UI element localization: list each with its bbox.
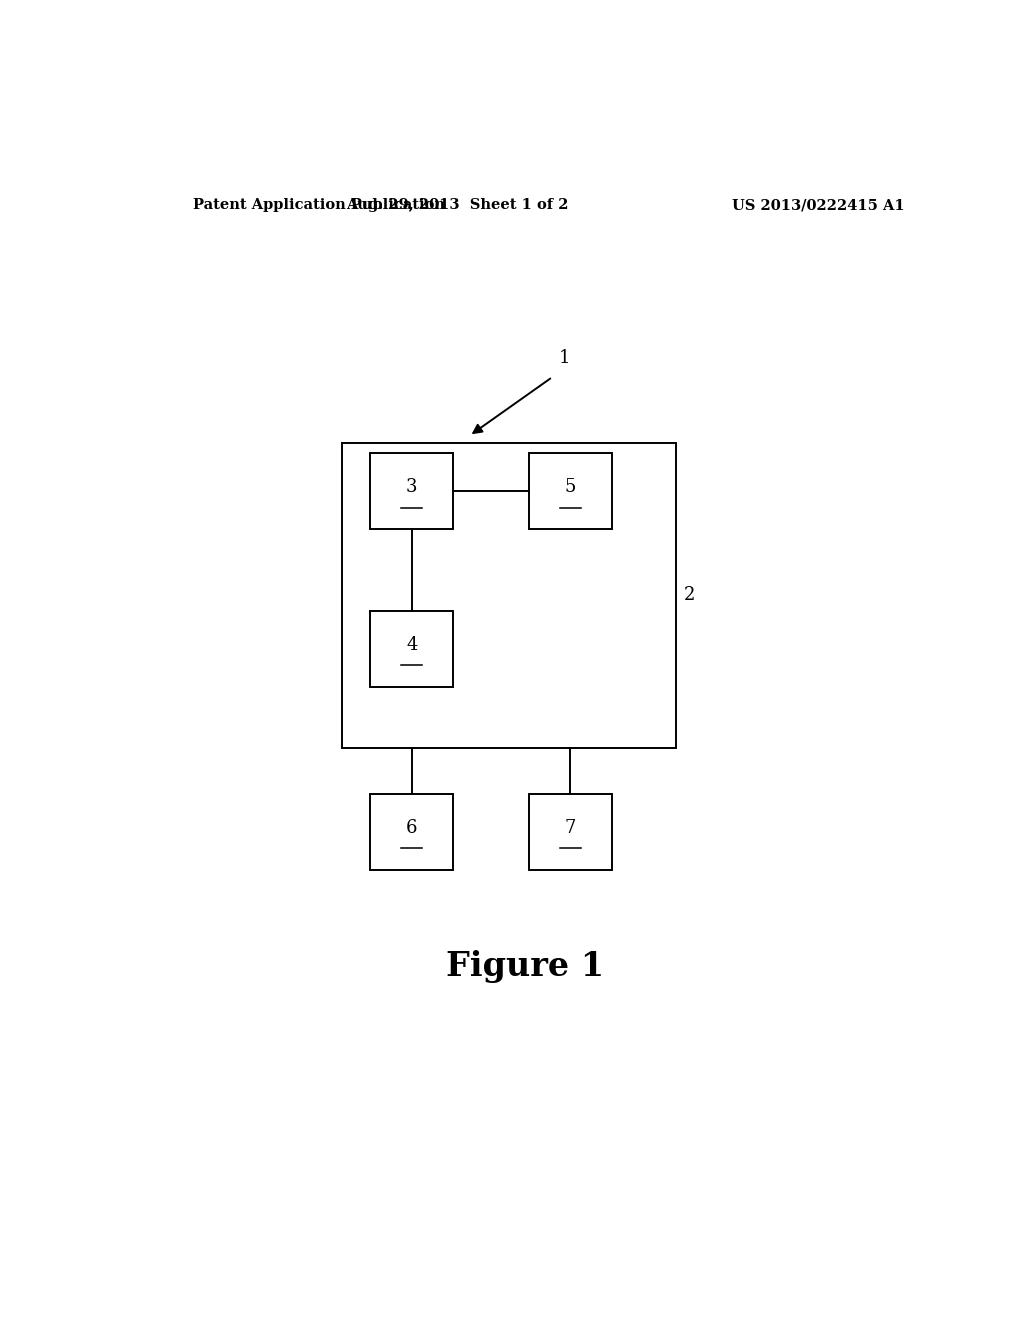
Bar [528,453,612,529]
Text: Figure 1: Figure 1 [445,950,604,983]
Bar [370,611,454,686]
Text: 2: 2 [684,586,695,605]
Text: 4: 4 [407,636,418,653]
Text: 3: 3 [406,478,418,496]
Text: 7: 7 [565,818,577,837]
Text: 1: 1 [559,348,570,367]
Bar [342,444,676,748]
Text: US 2013/0222415 A1: US 2013/0222415 A1 [732,198,905,213]
Text: Aug. 29, 2013  Sheet 1 of 2: Aug. 29, 2013 Sheet 1 of 2 [346,198,568,213]
Text: Patent Application Publication: Patent Application Publication [194,198,445,213]
Bar [370,793,454,870]
Text: 6: 6 [406,818,418,837]
Bar [370,453,454,529]
Bar [528,793,612,870]
Text: 5: 5 [565,478,577,496]
